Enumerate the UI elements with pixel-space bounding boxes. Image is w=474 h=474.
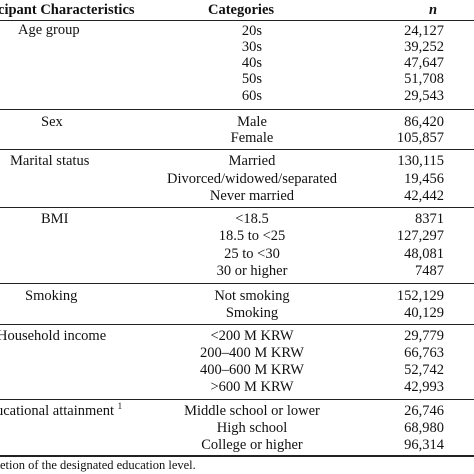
table-cell-category: 30s bbox=[241, 39, 263, 55]
table-cell-n: 105,857 bbox=[396, 130, 444, 146]
group-label-age: Age group bbox=[18, 22, 80, 38]
table-cell-n: 7487 bbox=[415, 263, 444, 279]
table-cell-n: 19,456 bbox=[404, 171, 444, 187]
header-characteristics: icipant Characteristics bbox=[0, 2, 135, 18]
table-cell-category: Divorced/widowed/separated bbox=[167, 171, 337, 187]
group-divider bbox=[0, 109, 474, 110]
table-cell-category: 30 or higher bbox=[216, 263, 288, 279]
table-cell-category: Never married bbox=[209, 188, 295, 204]
table-cell-category: <18.5 bbox=[235, 211, 269, 227]
table-cell-category: 40s bbox=[241, 55, 263, 71]
group-label-education-text: ucational attainment bbox=[0, 403, 114, 419]
table-cell-category: 200–400 M KRW bbox=[200, 345, 304, 361]
table-cell-category: 25 to <30 bbox=[224, 246, 280, 262]
table-cell-category: Married bbox=[228, 153, 276, 169]
table-cell-category: High school bbox=[216, 420, 288, 436]
group-label-education: ucational attainment 1 bbox=[0, 401, 123, 419]
table-cell-category: Male bbox=[237, 114, 267, 130]
table-cell-category: Smoking bbox=[225, 305, 279, 321]
header-rule bbox=[0, 20, 474, 21]
table-cell-n: 47,647 bbox=[404, 55, 444, 71]
table-cell-category: Not smoking bbox=[214, 288, 290, 304]
table-cell-category: 20s bbox=[241, 23, 263, 39]
table-cell-category: Female bbox=[230, 130, 274, 146]
table-bottom-rule bbox=[0, 455, 474, 457]
table-cell-n: 51,708 bbox=[404, 71, 444, 87]
table-cell-n: 24,127 bbox=[404, 23, 444, 39]
table-cell-n: 96,314 bbox=[404, 437, 444, 453]
table-cell-category: <200 M KRW bbox=[210, 328, 294, 344]
group-divider bbox=[0, 207, 474, 208]
table-cell-n: 127,297 bbox=[396, 228, 444, 244]
group-label-income: Household income bbox=[0, 328, 107, 344]
group-divider bbox=[0, 399, 474, 400]
table-cell-n: 52,742 bbox=[404, 362, 444, 378]
table-footnote: etion of the designated education level. bbox=[0, 458, 196, 472]
table-cell-n: 152,129 bbox=[396, 288, 444, 304]
group-divider bbox=[0, 149, 474, 150]
header-n: n bbox=[429, 2, 438, 18]
table-cell-n: 40,129 bbox=[404, 305, 444, 321]
table-cell-category: 50s bbox=[241, 71, 263, 87]
table-cell-category: College or higher bbox=[201, 437, 303, 453]
group-label-marital: Marital status bbox=[10, 153, 90, 169]
table-cell-category: 18.5 to <25 bbox=[218, 228, 286, 244]
table-cell-n: 130,115 bbox=[397, 153, 444, 169]
table-cell-n: 68,980 bbox=[404, 420, 444, 436]
table-cell-n: 26,746 bbox=[404, 403, 444, 419]
table-cell-category: 60s bbox=[241, 88, 263, 104]
table-cell-n: 48,081 bbox=[404, 246, 444, 262]
table-cell-n: 42,442 bbox=[404, 188, 444, 204]
footnote-marker: 1 bbox=[117, 401, 123, 412]
table-cell-category: 400–600 M KRW bbox=[200, 362, 304, 378]
table-cell-n: 42,993 bbox=[404, 379, 444, 395]
table-cell-category: >600 M KRW bbox=[210, 379, 294, 395]
table-cell-n: 39,252 bbox=[404, 39, 444, 55]
table-cell-n: 86,420 bbox=[404, 114, 444, 130]
group-label-bmi: BMI bbox=[41, 211, 69, 227]
table-cell-n: 29,543 bbox=[404, 88, 444, 104]
table-cell-category: Middle school or lower bbox=[184, 403, 320, 419]
group-label-sex: Sex bbox=[41, 114, 63, 130]
table-cell-n: 8371 bbox=[415, 211, 444, 227]
header-categories: Categories bbox=[208, 2, 275, 18]
group-label-smoking: Smoking bbox=[25, 288, 78, 304]
table-cell-n: 66,763 bbox=[404, 345, 444, 361]
group-divider bbox=[0, 324, 474, 325]
group-divider bbox=[0, 283, 474, 284]
table-cell-n: 29,779 bbox=[404, 328, 444, 344]
